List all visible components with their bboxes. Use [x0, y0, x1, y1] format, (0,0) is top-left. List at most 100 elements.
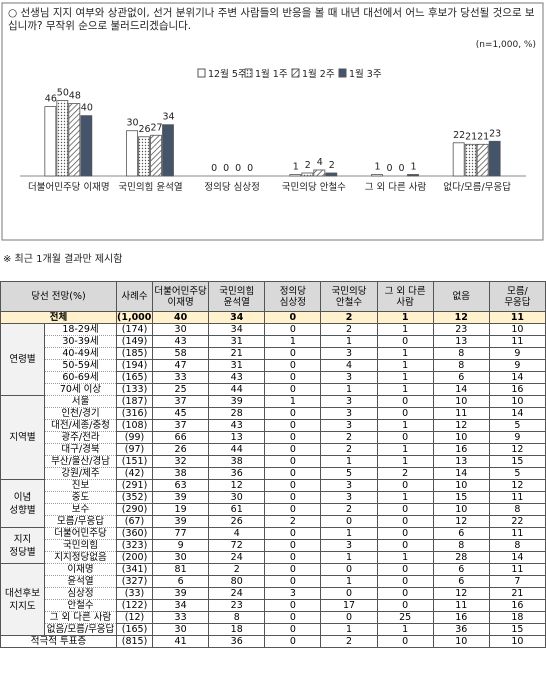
value-cell: 0 [376, 431, 434, 444]
value-cell: 37 [152, 395, 210, 408]
row-label: 강원/제주 [43, 467, 118, 480]
value-cell: 2 [264, 515, 322, 528]
value-cell: 3 [320, 491, 378, 504]
value-cell: 16 [488, 599, 546, 612]
value-cell: 5 [488, 467, 546, 480]
value-cell: 0 [264, 431, 322, 444]
value-cell: 44 [208, 443, 266, 456]
value-cell: 1 [376, 551, 434, 564]
value-cell: 1 [376, 359, 434, 372]
value-cell: 38 [152, 467, 210, 480]
value-cell: 61 [208, 503, 266, 516]
sample-size: (165) [116, 623, 154, 636]
row-label: 적극적 투표층 [0, 635, 118, 648]
value-cell: 0 [376, 575, 434, 588]
value-cell: 0 [264, 383, 322, 396]
value-cell: 14 [488, 407, 546, 420]
value-cell: 11 [488, 491, 546, 504]
data-row: 중도 (352) 39 30 0 3 1 15 11 [1, 491, 546, 504]
value-cell: 2 [320, 503, 378, 516]
bar [56, 100, 69, 177]
row-label: 안철수 [43, 599, 118, 612]
value-cell: 38 [208, 455, 266, 468]
value-cell: 23 [432, 323, 490, 336]
legend-label: 12월 5주 [208, 68, 247, 80]
value-cell: 11 [432, 407, 490, 420]
data-row: 40-49세 (185) 58 21 0 3 1 8 9 [1, 347, 546, 360]
value-cell: 0 [264, 527, 322, 540]
header-cell: 국민의당 안철수 [320, 281, 378, 312]
value-cell: 12 [432, 311, 490, 324]
value-cell: 0 [320, 611, 378, 624]
value-cell: 1 [376, 623, 434, 636]
value-cell: 0 [376, 599, 434, 612]
value-cell: 0 [320, 563, 378, 576]
value-cell: 8 [488, 539, 546, 552]
value-cell: 77 [152, 527, 210, 540]
sample-size: (151) [116, 455, 154, 468]
value-cell: 10 [432, 431, 490, 444]
value-cell: 6 [432, 563, 490, 576]
value-label: 40 [81, 103, 93, 114]
value-cell: 13 [432, 455, 490, 468]
value-cell: 0 [264, 467, 322, 480]
value-cell: 32 [152, 455, 210, 468]
data-row: 인천/경기 (316) 45 28 0 3 0 11 14 [1, 407, 546, 420]
value-cell: 10 [432, 479, 490, 492]
value-cell: 0 [264, 551, 322, 564]
bar [80, 115, 93, 177]
header-cell: 사례수 [116, 281, 154, 312]
value-cell: 26 [152, 443, 210, 456]
value-cell: 10 [488, 323, 546, 336]
value-cell: 45 [152, 407, 210, 420]
chart-frame [1, 2, 544, 241]
header-cell: 당선 전망(%) [0, 281, 118, 312]
value-cell: 0 [264, 479, 322, 492]
value-cell: 1 [264, 395, 322, 408]
value-cell: 66 [152, 431, 210, 444]
value-cell: 1 [376, 491, 434, 504]
bar [325, 172, 338, 177]
value-cell: 34 [208, 311, 266, 324]
note: ※ 최근 1개월 결과만 제시함 [3, 254, 123, 265]
value-label: 2 [329, 160, 335, 171]
value-cell: 1 [320, 551, 378, 564]
value-cell: 2 [376, 467, 434, 480]
total-row: 전체 (1,000) 40 34 0 2 1 12 11 [0, 311, 546, 324]
row-label: 중도 [43, 491, 118, 504]
value-cell: 0 [320, 587, 378, 600]
data-row: 대구/경북 (97) 26 44 0 2 1 16 12 [1, 443, 546, 456]
value-cell: 13 [432, 335, 490, 348]
value-label: 0 [386, 163, 392, 174]
value-cell: 18 [208, 623, 266, 636]
value-cell: 21 [488, 587, 546, 600]
value-label: 1 [293, 161, 299, 172]
value-cell: 7 [488, 575, 546, 588]
value-cell: 5 [488, 419, 546, 432]
sample-size: (316) [116, 407, 154, 420]
value-cell: 26 [208, 515, 266, 528]
sample-size: (200) [116, 551, 154, 564]
header-cell: 모름/ 무응답 [488, 281, 546, 312]
x-tick-label: 국민의당 안철수 [282, 182, 346, 193]
value-cell: 14 [488, 551, 546, 564]
value-cell: 0 [376, 539, 434, 552]
value-cell: 34 [152, 599, 210, 612]
value-cell: 5 [320, 467, 378, 480]
value-cell: 6 [432, 575, 490, 588]
data-row: 그 외 다른 사람 (12) 33 8 0 0 25 16 18 [1, 611, 546, 624]
value-cell: 1 [264, 335, 322, 348]
row-label: 심상정 [43, 587, 118, 600]
value-cell: 0 [264, 419, 322, 432]
value-cell: 14 [432, 467, 490, 480]
value-cell: 11 [488, 563, 546, 576]
value-cell: 2 [208, 563, 266, 576]
value-cell: 14 [432, 383, 490, 396]
row-label: 18-29세 [43, 323, 118, 336]
data-row: 60-69세 (165) 33 43 0 3 1 6 14 [1, 371, 546, 384]
x-tick-label: 정의당 심상정 [204, 182, 259, 193]
subtitle: (n=1,000, %) [475, 40, 536, 50]
value-cell: 2 [320, 323, 378, 336]
value-cell: 12 [488, 443, 546, 456]
